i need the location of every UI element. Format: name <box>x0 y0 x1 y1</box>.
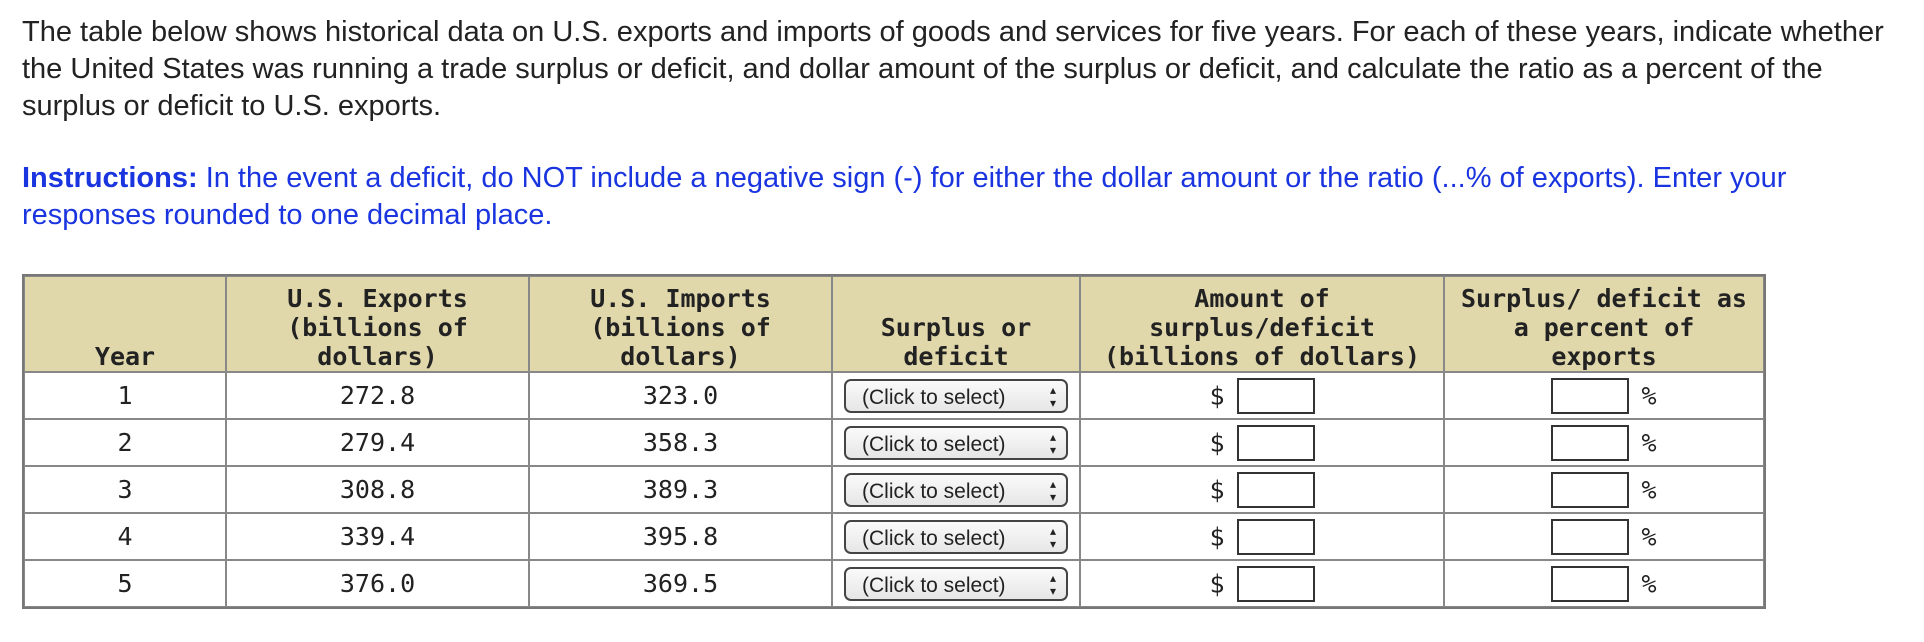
currency-symbol: $ <box>1209 428 1225 457</box>
table-cell: 308.8 <box>226 466 529 513</box>
percent-input[interactable] <box>1551 471 1630 508</box>
header-line: Year <box>94 342 156 371</box>
select-cell: (Click to select) <box>832 513 1080 560</box>
header-line: (billions of <box>287 313 468 342</box>
header-row: Year U.S. Exports (billions of dollars) U.S.… <box>24 276 1764 372</box>
currency-symbol: $ <box>1209 381 1225 410</box>
table-cell: 4 <box>24 513 226 560</box>
percent-cell: % <box>1444 372 1764 419</box>
header-line: dollars) <box>317 342 438 371</box>
percent-symbol: % <box>1641 522 1657 551</box>
table-cell: 279.4 <box>226 419 529 466</box>
header-line: a percent of <box>1513 313 1695 342</box>
table-cell: 389.3 <box>529 466 832 513</box>
dropdown[interactable]: (Click to select) <box>844 566 1068 601</box>
instructions-text: In the event a deficit, do NOT include a… <box>22 162 1787 231</box>
percent-cell: % <box>1444 560 1764 607</box>
table-cell: 369.5 <box>529 560 832 607</box>
percent-input[interactable] <box>1551 565 1630 602</box>
header-line: Amount of <box>1194 284 1330 313</box>
table-cell: 376.0 <box>226 560 529 607</box>
column-header: Year <box>24 276 226 372</box>
table-cell: 272.8 <box>226 372 529 419</box>
percent-input[interactable] <box>1551 518 1630 555</box>
percent-cell: % <box>1444 513 1764 560</box>
column-header: U.S. Exports (billions of dollars) <box>226 276 529 372</box>
table-cell: 395.8 <box>529 513 832 560</box>
column-header: U.S. Imports (billions of dollars) <box>529 276 832 372</box>
header-line: Surplus or <box>880 313 1032 342</box>
amount-cell: $ <box>1080 513 1444 560</box>
intro-text: The table below shows historical data on… <box>22 16 1884 122</box>
percent-symbol: % <box>1641 428 1657 457</box>
select-cell: (Click to select) <box>832 419 1080 466</box>
percent-input[interactable] <box>1551 377 1630 414</box>
column-header: Surplus/ deficit as a percent of exports <box>1444 276 1764 372</box>
dropdown[interactable]: (Click to select) <box>844 519 1068 554</box>
instructions-label: Instructions: <box>22 162 198 194</box>
amount-input[interactable] <box>1236 518 1315 555</box>
amount-cell: $ <box>1080 560 1444 607</box>
column-header: Surplus or deficit <box>832 276 1080 372</box>
table-cell: 1 <box>24 372 226 419</box>
amount-cell: $ <box>1080 419 1444 466</box>
percent-symbol: % <box>1641 475 1657 504</box>
header-line: surplus/deficit <box>1149 313 1375 342</box>
table-cell: 323.0 <box>529 372 832 419</box>
select-cell: (Click to select) <box>832 466 1080 513</box>
amount-input[interactable] <box>1236 377 1315 414</box>
amount-input[interactable] <box>1236 424 1315 461</box>
table-cell: 2 <box>24 419 226 466</box>
header-line: deficit <box>903 342 1009 371</box>
dropdown[interactable]: (Click to select) <box>844 378 1068 413</box>
currency-symbol: $ <box>1209 475 1225 504</box>
table-cell: 358.3 <box>529 419 832 466</box>
header-line: exports <box>1551 342 1657 371</box>
data-table: Year U.S. Exports (billions of dollars) U.S.… <box>22 274 1766 609</box>
amount-input[interactable] <box>1236 471 1315 508</box>
currency-symbol: $ <box>1209 522 1225 551</box>
header-line: U.S. Imports <box>590 284 771 313</box>
percent-symbol: % <box>1641 569 1657 598</box>
table-cell: 5 <box>24 560 226 607</box>
column-header: Amount of surplus/deficit (billions of dol… <box>1080 276 1444 372</box>
percent-input[interactable] <box>1551 424 1630 461</box>
dropdown[interactable]: (Click to select) <box>844 425 1068 460</box>
percent-symbol: % <box>1641 381 1657 410</box>
percent-cell: % <box>1444 466 1764 513</box>
instructions: Instructions: In the event a deficit, do… <box>22 160 1902 234</box>
select-cell: (Click to select) <box>832 560 1080 607</box>
dropdown[interactable]: (Click to select) <box>844 472 1068 507</box>
amount-cell: $ <box>1080 372 1444 419</box>
amount-cell: $ <box>1080 466 1444 513</box>
select-cell: (Click to select) <box>832 372 1080 419</box>
header-line: (billions of dollars) <box>1103 342 1421 371</box>
percent-cell: % <box>1444 419 1764 466</box>
header-line: dollars) <box>620 342 741 371</box>
amount-input[interactable] <box>1236 565 1315 602</box>
table-cell: 3 <box>24 466 226 513</box>
header-line: Surplus/ deficit as <box>1461 284 1747 313</box>
table-cell: 339.4 <box>226 513 529 560</box>
header-line: (billions of <box>590 313 771 342</box>
currency-symbol: $ <box>1209 569 1225 598</box>
header-line: U.S. Exports <box>287 284 468 313</box>
